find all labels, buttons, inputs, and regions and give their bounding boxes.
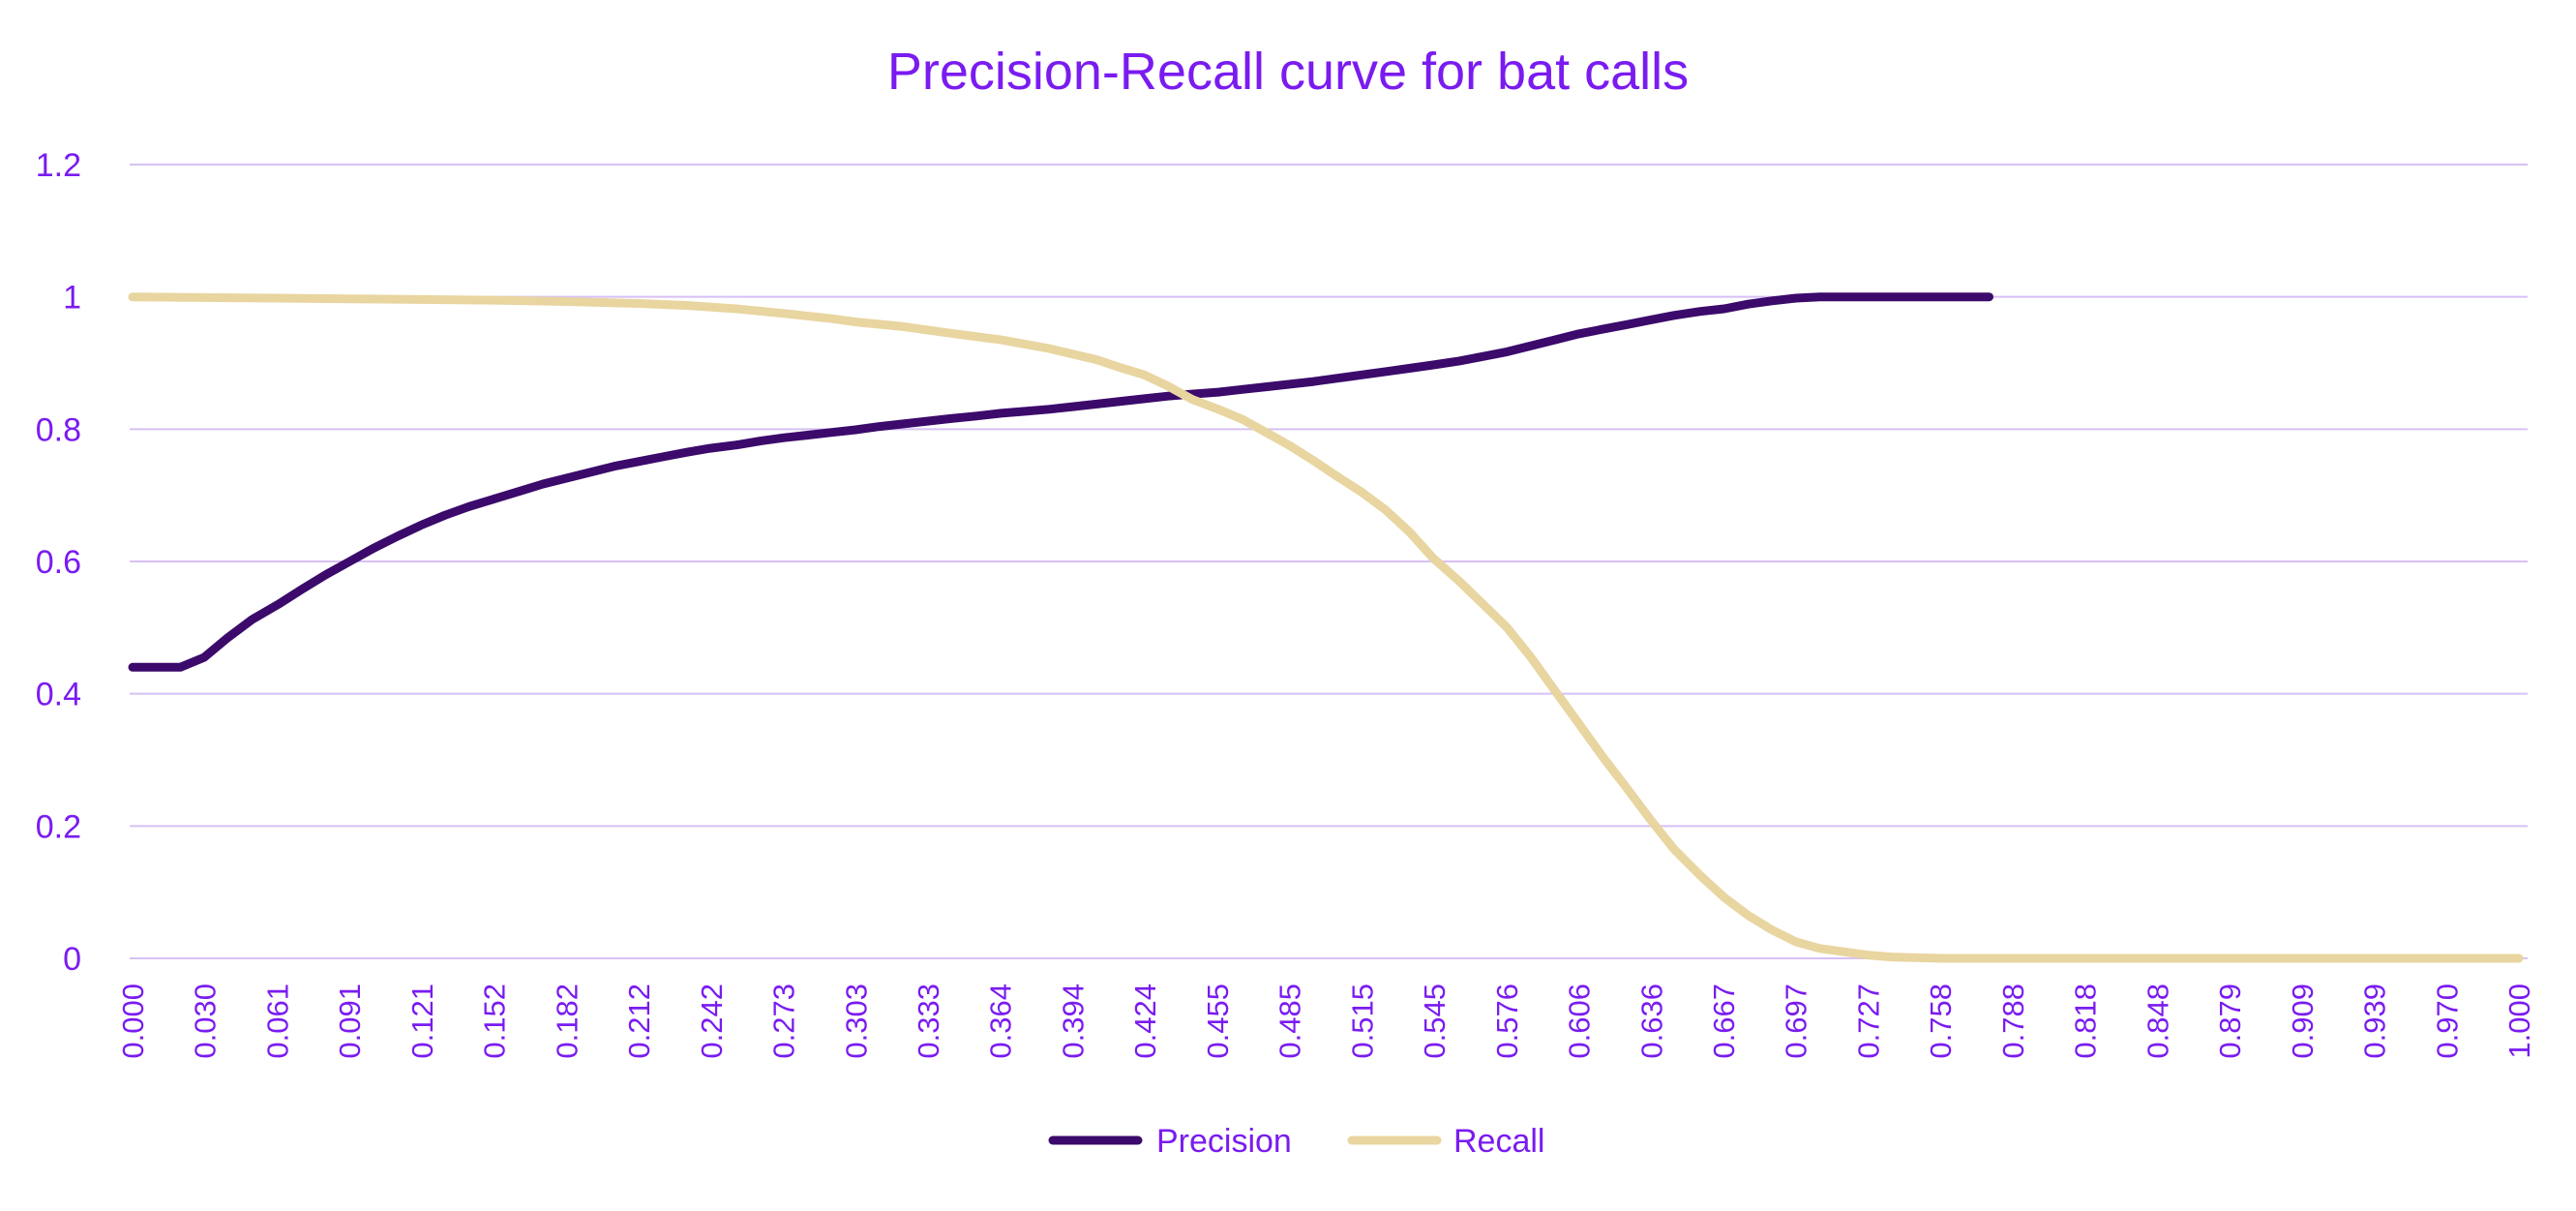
y-tick-label: 0.8: [36, 411, 81, 448]
y-axis-ticks: 0 0.2 0.4 0.6 0.8 1 1.2: [36, 147, 81, 978]
series-line-recall: [128, 292, 2524, 963]
x-tick-label: 0.000: [116, 984, 150, 1059]
x-tick-label: 0.212: [622, 984, 656, 1059]
y-tick-label: 1: [63, 280, 81, 317]
legend-label-recall: Recall: [1453, 1123, 1544, 1160]
x-tick-label: 0.788: [1996, 984, 2030, 1059]
x-tick-label: 0.818: [2069, 984, 2103, 1059]
series-lines: [128, 292, 2524, 963]
legend-label-precision: Precision: [1156, 1123, 1292, 1160]
x-tick-label: 0.455: [1201, 984, 1235, 1059]
x-tick-label: 0.727: [1851, 984, 1885, 1059]
x-tick-label: 0.121: [405, 984, 439, 1059]
x-tick-label: 0.424: [1128, 984, 1162, 1059]
x-tick-label: 0.182: [550, 984, 584, 1059]
x-tick-label: 0.333: [912, 984, 945, 1059]
x-tick-label: 0.485: [1273, 984, 1307, 1059]
x-tick-label: 0.515: [1345, 984, 1379, 1059]
x-tick-label: 0.848: [2141, 984, 2174, 1059]
grid-lines: [130, 164, 2528, 959]
y-tick-label: 0.2: [36, 808, 81, 845]
x-tick-label: 0.394: [1056, 984, 1090, 1059]
chart-title: Precision-Recall curve for bat calls: [887, 43, 1689, 101]
x-tick-label: 0.242: [695, 984, 729, 1059]
x-tick-label: 0.939: [2358, 984, 2392, 1059]
x-tick-label: 0.364: [984, 984, 1018, 1059]
x-tick-label: 0.545: [1418, 984, 1452, 1059]
y-tick-label: 0.4: [36, 677, 81, 713]
x-axis-ticks: 0.000 0.030 0.061 0.091 0.121 0.152 0.182 0.212…: [116, 984, 2536, 1059]
x-tick-label: 0.030: [189, 984, 223, 1059]
x-tick-label: 0.273: [767, 984, 801, 1059]
x-tick-label: 0.152: [478, 984, 512, 1059]
x-tick-label: 1.000: [2502, 984, 2536, 1059]
x-tick-label: 0.576: [1490, 984, 1524, 1059]
x-tick-label: 0.879: [2213, 984, 2247, 1059]
y-tick-label: 1.2: [36, 147, 81, 184]
x-tick-label: 0.697: [1780, 984, 1813, 1059]
y-tick-label: 0: [63, 941, 81, 978]
x-tick-label: 0.606: [1563, 984, 1597, 1059]
x-tick-label: 0.091: [333, 984, 367, 1059]
x-tick-label: 0.667: [1707, 984, 1741, 1059]
x-tick-label: 0.970: [2430, 984, 2464, 1059]
x-tick-label: 0.909: [2286, 984, 2320, 1059]
x-tick-label: 0.303: [839, 984, 873, 1059]
x-tick-label: 0.636: [1634, 984, 1668, 1059]
series-line-precision: [128, 292, 1993, 672]
x-tick-label: 0.061: [260, 984, 294, 1059]
y-tick-label: 0.6: [36, 544, 81, 581]
x-tick-label: 0.758: [1924, 984, 1958, 1059]
legend: Precision Recall: [1048, 1123, 1544, 1160]
